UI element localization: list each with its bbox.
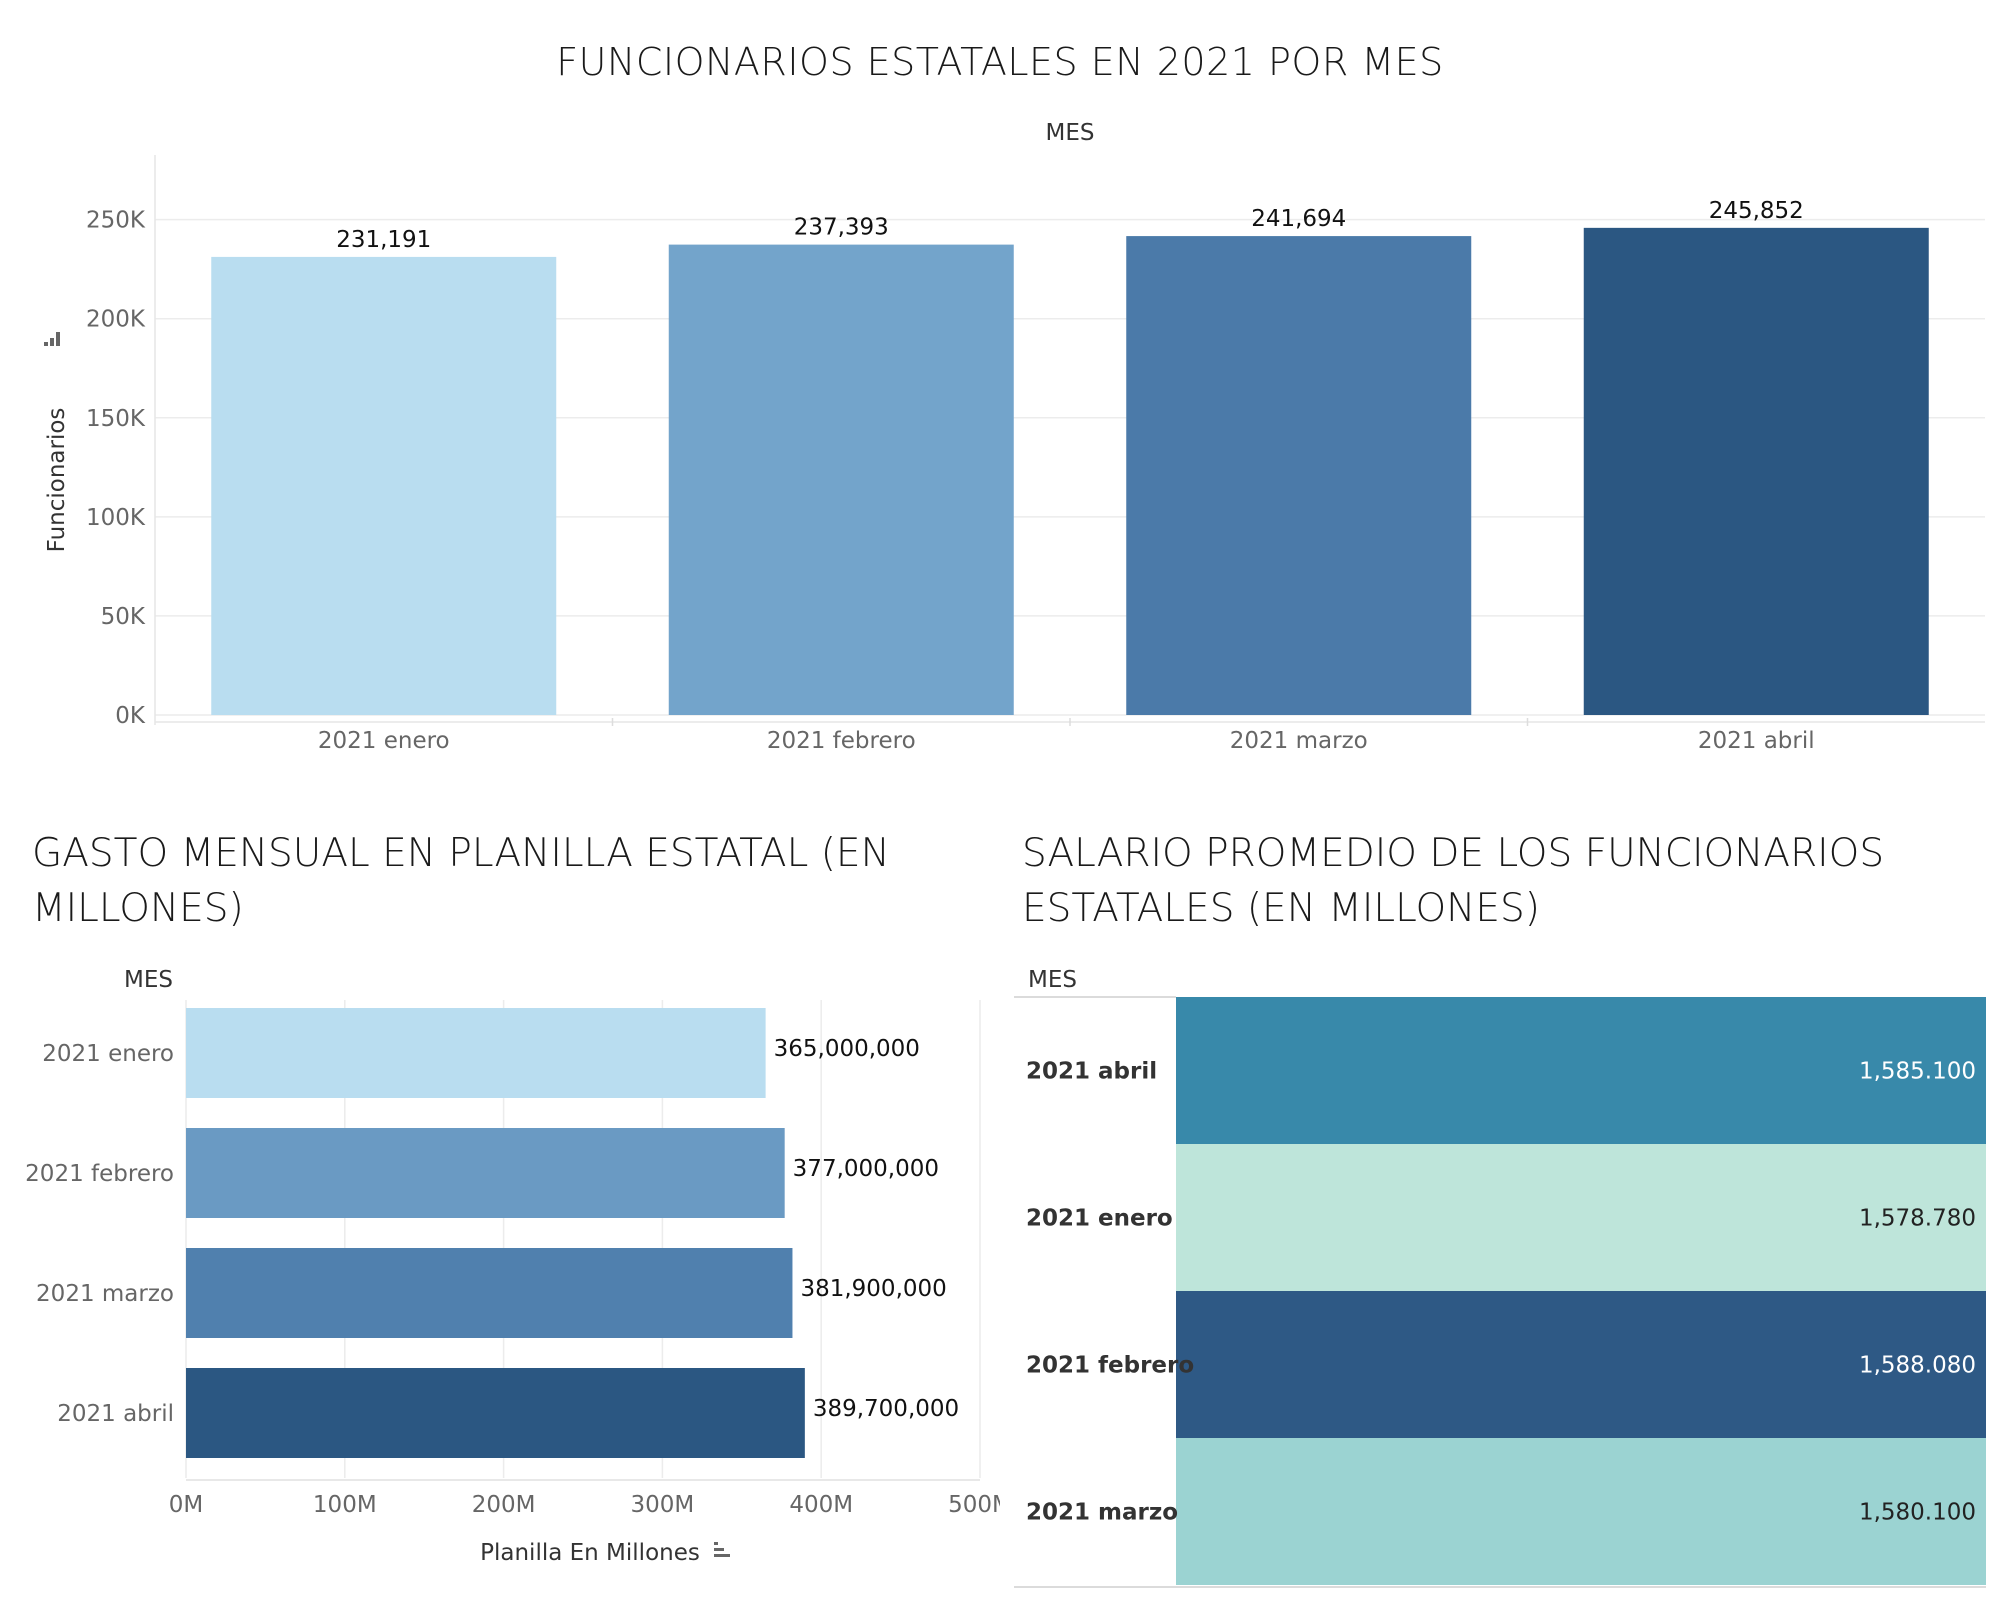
x-tick-label: 100M	[313, 1492, 377, 1518]
heatmap-cell[interactable]	[1176, 997, 1986, 1144]
chart-title-salario: SALARIO PROMEDIO DE LOS FUNCIONARIOS EST…	[1022, 831, 1885, 931]
x-axis-title: Planilla En Millones	[480, 1540, 700, 1566]
cell-value: 1,588.080	[1859, 1353, 1976, 1379]
x-tick-label: 2021 enero	[318, 728, 450, 754]
salario-promedio-heatmap: MES 2021 abril 1,585.100 2021 enero 1,578.78…	[1014, 967, 1986, 1588]
y-tick-label: 250K	[86, 208, 146, 234]
bar[interactable]	[668, 244, 1014, 715]
row-header-mes: MES	[124, 967, 173, 993]
sort-icon[interactable]	[44, 332, 60, 346]
y-axis-title: Funcionarios	[44, 408, 70, 553]
bar[interactable]	[186, 1128, 785, 1218]
heatmap-cell[interactable]	[1176, 1144, 1986, 1291]
data-label: 389,700,000	[813, 1396, 959, 1422]
funcionarios-bar-chart: 0K 50K 100K 150K 200K 250K MES Funcionarios 231,…	[44, 120, 1985, 754]
y-tick-label: 2021 abril	[57, 1401, 174, 1427]
heatmap-cell[interactable]	[1176, 1291, 1986, 1438]
y-tick-label: 2021 enero	[42, 1041, 174, 1067]
x-tick-label: 2021 abril	[1698, 728, 1815, 754]
data-label: 245,852	[1709, 198, 1804, 224]
bar[interactable]	[1583, 227, 1929, 715]
bar[interactable]	[1126, 236, 1472, 715]
data-label: 381,900,000	[800, 1276, 946, 1302]
x-tick-label: 0M	[169, 1492, 203, 1518]
bar[interactable]	[211, 256, 557, 715]
x-tick-label: 2021 febrero	[767, 728, 916, 754]
chart-title-gasto: GASTO MENSUAL EN PLANILLA ESTATAL (EN MI…	[32, 831, 890, 931]
bar[interactable]	[186, 1248, 793, 1338]
x-tick-label: 300M	[631, 1492, 695, 1518]
cell-value: 1,580.100	[1859, 1500, 1976, 1526]
data-label: 377,000,000	[793, 1156, 939, 1182]
column-header-mes: MES	[1046, 120, 1095, 146]
x-tick-label: 400M	[789, 1492, 853, 1518]
cell-value: 1,585.100	[1859, 1059, 1976, 1085]
data-label: 365,000,000	[774, 1036, 920, 1062]
chart-title-funcionarios: FUNCIONARIOS ESTATALES EN 2021 POR MES	[556, 40, 1444, 84]
row-label: 2021 abril	[1026, 1059, 1157, 1085]
y-tick-label: 2021 febrero	[25, 1161, 174, 1187]
row-label: 2021 enero	[1026, 1206, 1173, 1232]
data-label: 231,191	[336, 227, 431, 253]
row-label: 2021 febrero	[1026, 1353, 1194, 1379]
sort-icon[interactable]	[714, 1542, 730, 1557]
row-header-mes: MES	[1028, 967, 1077, 993]
y-tick-label: 150K	[86, 406, 146, 432]
y-tick-label: 200K	[86, 307, 146, 333]
data-label: 241,694	[1251, 206, 1346, 232]
y-tick-label: 0K	[115, 703, 146, 729]
bar[interactable]	[186, 1008, 766, 1098]
row-label: 2021 marzo	[1026, 1500, 1178, 1526]
x-tick-label: 200M	[472, 1492, 536, 1518]
heatmap-cell[interactable]	[1176, 1438, 1986, 1585]
y-tick-label: 100K	[86, 505, 146, 531]
bar[interactable]	[186, 1368, 805, 1458]
y-tick-label: 2021 marzo	[36, 1281, 174, 1307]
y-tick-label: 50K	[101, 604, 146, 630]
data-label: 237,393	[794, 215, 889, 241]
cell-value: 1,578.780	[1859, 1206, 1976, 1232]
x-tick-label: 2021 marzo	[1230, 728, 1368, 754]
